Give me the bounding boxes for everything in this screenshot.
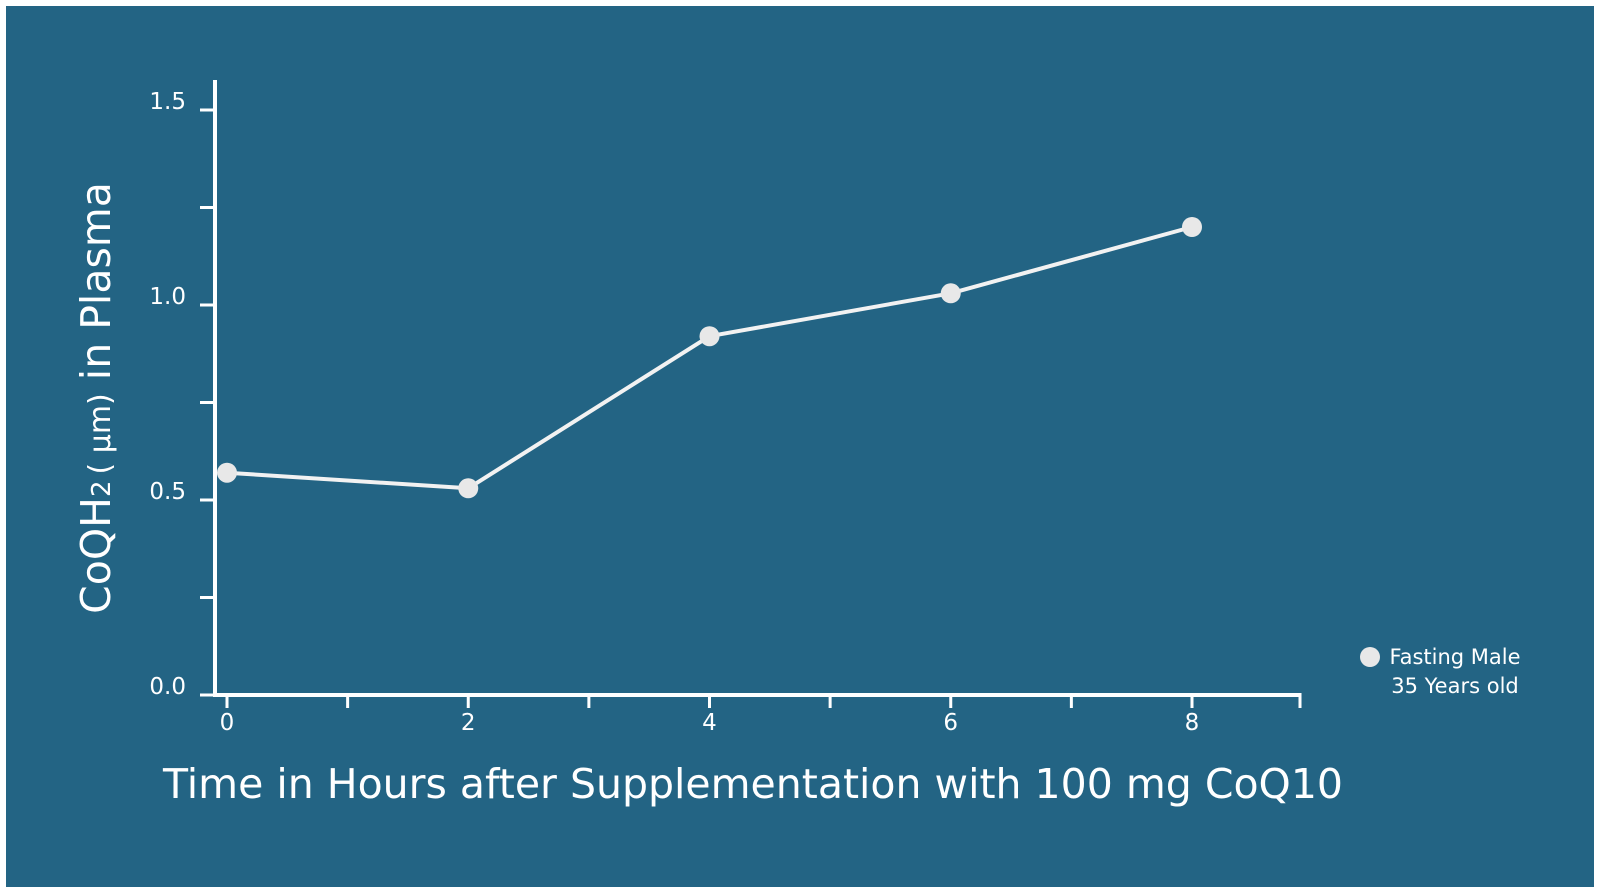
legend-marker bbox=[1360, 647, 1380, 667]
data-point bbox=[217, 462, 237, 483]
legend: Fasting Male 35 Years old bbox=[1360, 645, 1521, 698]
data-point bbox=[1182, 217, 1202, 237]
x-tick-label: 8 bbox=[1185, 710, 1200, 736]
tick-labels: 0.0 0.5 1.0 1.5 0 2 4 6 8 bbox=[149, 89, 1199, 736]
x-tick-label: 0 bbox=[220, 710, 235, 736]
data-point bbox=[458, 478, 479, 499]
axes bbox=[213, 80, 1300, 697]
series-line bbox=[226, 225, 1193, 491]
legend-label-line2: 35 Years old bbox=[1391, 674, 1519, 698]
series-layer bbox=[217, 217, 1202, 499]
y-tick-label: 1.5 bbox=[149, 89, 186, 115]
x-tick-label: 4 bbox=[702, 710, 717, 736]
data-point bbox=[940, 283, 961, 304]
y-axis-title-unit: ( µm) bbox=[83, 393, 118, 474]
x-axis-title: Time in Hours after Supplementation with… bbox=[162, 760, 1343, 808]
y-tick-label: 0.0 bbox=[149, 674, 186, 700]
y-tick-label: 0.5 bbox=[149, 479, 186, 505]
data-point bbox=[699, 326, 720, 347]
chart-panel: 0.0 0.5 1.0 1.5 0 2 4 6 8 Time in Hours after Su… bbox=[6, 6, 1594, 887]
x-tick-label: 6 bbox=[943, 710, 958, 736]
y-axis-title-suffix: in Plasma bbox=[72, 182, 120, 393]
y-axis-title: CoQH2 ( µm) in Plasma bbox=[72, 182, 120, 614]
tick-marks bbox=[200, 108, 1302, 708]
line-chart: 0.0 0.5 1.0 1.5 0 2 4 6 8 Time in Hours after Su… bbox=[72, 80, 1521, 808]
y-tick-label: 1.0 bbox=[149, 284, 186, 310]
x-tick-label: 2 bbox=[461, 710, 476, 736]
y-axis-title-subscript: 2 bbox=[87, 481, 117, 498]
y-axis-title-prefix: CoQH bbox=[72, 497, 120, 614]
legend-label-line1: Fasting Male bbox=[1389, 645, 1520, 669]
